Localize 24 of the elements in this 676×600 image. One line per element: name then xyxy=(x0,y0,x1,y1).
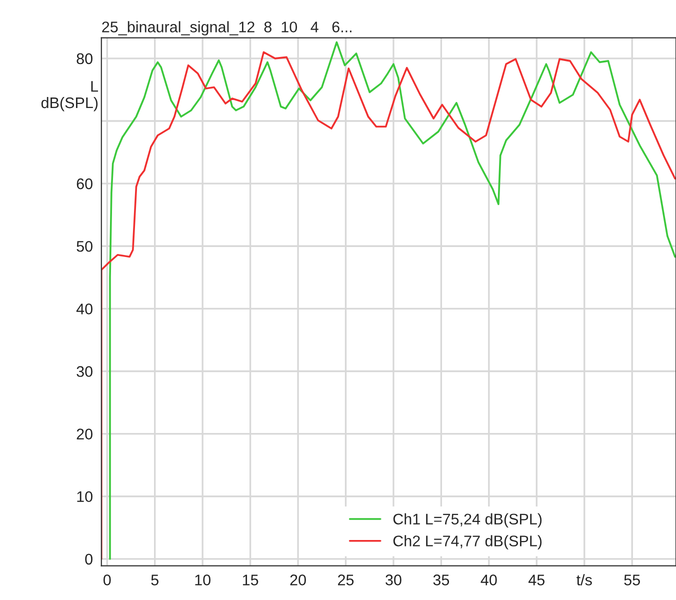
y-tick-label: 60 xyxy=(76,178,92,190)
x-tick-label: 20 xyxy=(290,574,306,586)
x-tick-label: 25 xyxy=(338,574,354,586)
x-tick-label: t/s xyxy=(576,574,592,586)
y-tick-label: 50 xyxy=(76,240,92,252)
x-tick-label: 0 xyxy=(103,574,111,586)
x-tick-label: 30 xyxy=(386,574,402,586)
x-tick-label: 15 xyxy=(242,574,258,586)
legend-label: Ch2 L=74,77 dB(SPL) xyxy=(393,535,542,550)
y-tick-label: 30 xyxy=(76,366,92,377)
y-tick-label: 80 xyxy=(76,53,92,64)
y-axis-title: L dB(SPL) xyxy=(41,81,98,112)
chart-title: 25_binaural_signal_12 8 10 4 6... xyxy=(102,21,352,36)
x-tick-label: 45 xyxy=(528,574,544,586)
x-tick-label: 35 xyxy=(433,574,450,586)
x-tick-label: 55 xyxy=(624,574,640,586)
y-tick-label: 20 xyxy=(76,428,92,440)
x-tick-label: 40 xyxy=(480,574,497,586)
legend-label: Ch1 L=75,24 dB(SPL) xyxy=(393,513,542,528)
y-tick-label: 10 xyxy=(77,491,92,502)
x-tick-label: 5 xyxy=(151,574,158,586)
y-tick-label: 40 xyxy=(76,304,92,314)
y-tick-label: 0 xyxy=(85,554,92,565)
x-tick-label: 10 xyxy=(195,574,210,586)
